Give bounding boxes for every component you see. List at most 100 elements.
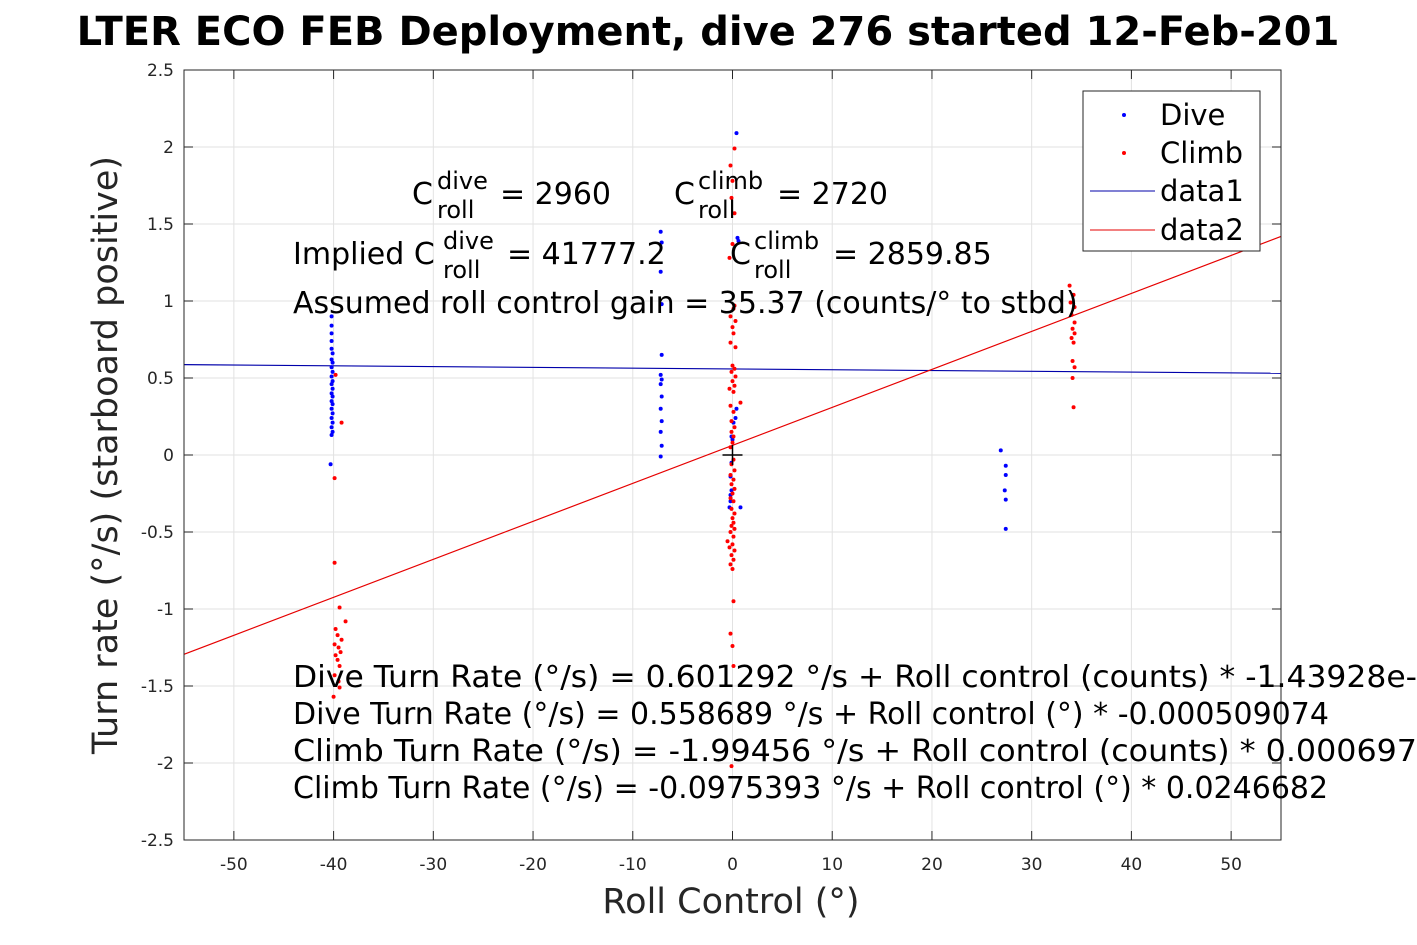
point-climb	[1072, 320, 1077, 325]
point-climb	[729, 482, 734, 487]
point-climb	[1072, 365, 1077, 370]
point-climb	[731, 306, 736, 311]
point-dive	[659, 302, 664, 307]
point-climb	[339, 637, 344, 642]
point-climb	[1067, 283, 1072, 288]
point-climb	[336, 645, 341, 650]
point-climb	[728, 445, 733, 450]
y-tick-label: -1.5	[141, 677, 174, 697]
point-climb	[1069, 312, 1074, 317]
point-dive	[730, 437, 735, 442]
gain-annotation: Assumed roll control gain = 35.37 (count…	[293, 286, 1078, 321]
implied-prefix: Implied C	[293, 237, 435, 272]
data-points	[328, 131, 1077, 769]
point-climb	[728, 631, 733, 636]
point-dive	[329, 346, 334, 351]
point-climb	[331, 694, 336, 699]
point-climb	[733, 374, 738, 379]
point-climb	[335, 633, 340, 638]
c-dive-value: = 2960	[500, 177, 611, 212]
legend-label-dive: Dive	[1160, 98, 1225, 132]
point-climb	[1070, 376, 1075, 380]
point-dive	[329, 331, 334, 336]
point-dive	[658, 372, 663, 377]
point-dive	[329, 406, 334, 411]
point-dive	[329, 391, 334, 396]
x-tick-label: -50	[220, 855, 248, 875]
point-climb	[728, 530, 733, 534]
fit-equation-1: Dive Turn Rate (°/s) = 0.601292 °/s + Ro…	[293, 660, 1417, 695]
point-climb	[728, 473, 733, 478]
annotation-implied: Implied C dive roll = 41777.2 C climb ro…	[293, 227, 992, 284]
y-tick-label: -1	[157, 600, 174, 620]
point-climb	[333, 627, 338, 632]
point-climb	[730, 516, 735, 521]
point-climb	[731, 477, 736, 482]
point-climb	[337, 663, 342, 668]
point-climb	[728, 163, 733, 168]
legend: Dive Climb data1 data2	[1082, 90, 1261, 252]
implied-climb-sup: climb	[754, 227, 819, 255]
point-climb	[731, 409, 736, 414]
point-climb	[728, 403, 733, 408]
point-climb	[732, 548, 737, 553]
legend-marker-climb	[1122, 151, 1126, 155]
implied-climb-value: = 2859.85	[833, 237, 992, 272]
legend-label-data1: data1	[1160, 174, 1244, 208]
point-dive	[329, 399, 334, 404]
x-tick-label: 30	[1021, 855, 1043, 875]
point-dive	[330, 402, 335, 407]
point-dive	[1003, 497, 1008, 502]
y-tick-label: -2.5	[141, 831, 174, 851]
point-climb	[731, 663, 736, 668]
x-tick-label: 40	[1121, 855, 1143, 875]
point-dive	[728, 499, 733, 504]
point-dive	[658, 229, 663, 234]
annotation-c-climb: C climb roll = 2720	[674, 167, 888, 224]
chart-title: LTER ECO FEB Deployment, dive 276 starte…	[77, 9, 1340, 55]
point-climb	[727, 386, 732, 391]
y-tick-label: 0	[163, 446, 174, 466]
legend-label-data2: data2	[1160, 213, 1244, 247]
point-climb	[1069, 335, 1074, 340]
c-climb-sup: climb	[698, 167, 763, 195]
point-climb	[730, 242, 735, 247]
point-climb	[1071, 405, 1076, 410]
fit-line-data1	[183, 364, 1282, 374]
point-dive	[733, 416, 738, 421]
point-dive	[330, 394, 335, 399]
point-climb	[1072, 305, 1077, 310]
y-tick-label: -2	[157, 754, 174, 774]
point-climb	[332, 560, 337, 565]
implied-dive-sup: dive	[443, 227, 494, 255]
point-dive	[329, 357, 334, 362]
c-dive-sub: roll	[437, 196, 474, 224]
c-dive-symbol: C	[412, 177, 433, 212]
point-climb	[732, 303, 737, 308]
x-tick-label: -20	[519, 855, 547, 875]
point-climb	[332, 642, 337, 647]
point-dive	[1003, 473, 1008, 478]
point-climb	[730, 542, 735, 547]
point-climb	[337, 605, 342, 610]
point-climb	[731, 534, 736, 539]
x-tick-label: 10	[821, 855, 843, 875]
y-tick-label: 2.5	[147, 61, 174, 81]
point-dive	[734, 406, 739, 411]
fit-equation-4: Climb Turn Rate (°/s) = -0.0975393 °/s +…	[293, 771, 1328, 806]
y-tick-label: 0.5	[147, 369, 174, 389]
point-dive	[658, 429, 663, 434]
y-tick-label: -0.5	[141, 523, 174, 543]
point-climb	[1072, 331, 1077, 336]
point-climb	[728, 340, 733, 345]
point-climb	[731, 520, 736, 525]
point-dive	[738, 505, 743, 510]
point-climb	[730, 363, 735, 368]
point-climb	[1070, 326, 1075, 331]
point-dive	[330, 360, 335, 365]
point-dive	[329, 432, 334, 437]
point-dive	[1003, 526, 1008, 531]
point-climb	[732, 526, 737, 531]
point-climb	[728, 562, 733, 567]
